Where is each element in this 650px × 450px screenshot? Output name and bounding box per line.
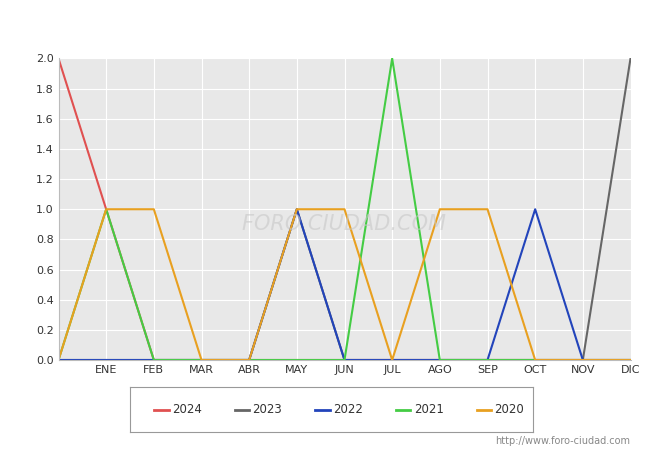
Text: http://www.foro-ciudad.com: http://www.foro-ciudad.com [495, 436, 630, 446]
Text: 2024: 2024 [172, 403, 202, 416]
Text: 2021: 2021 [413, 403, 443, 416]
Text: FORO CIUDAD.COM: FORO CIUDAD.COM [242, 214, 447, 234]
Text: 2020: 2020 [494, 403, 524, 416]
Text: 2023: 2023 [252, 403, 282, 416]
Text: Matriculaciones de Vehículos en Presencio: Matriculaciones de Vehículos en Presenci… [134, 11, 516, 29]
Text: 2022: 2022 [333, 403, 363, 416]
